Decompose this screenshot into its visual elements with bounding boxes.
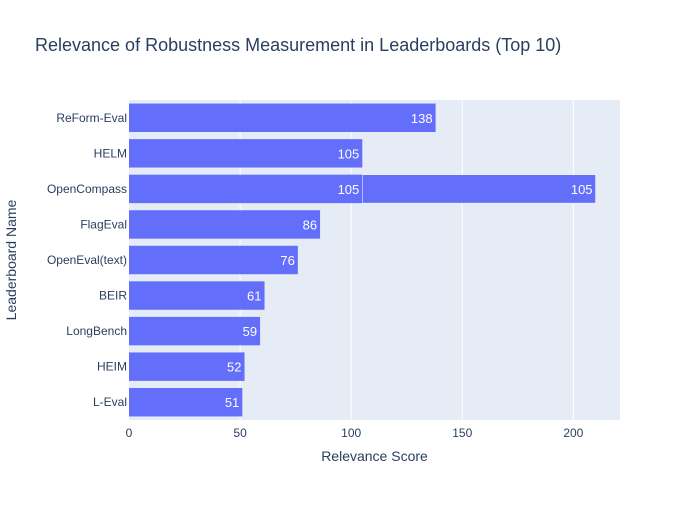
bar — [362, 174, 596, 204]
bar — [129, 174, 363, 204]
bar — [129, 103, 436, 132]
y-tick-label: L-Eval — [93, 395, 127, 409]
x-tick-label: 50 — [233, 426, 247, 440]
y-axis-title: Leaderboard Name — [3, 199, 19, 320]
x-tick-label: 100 — [341, 426, 361, 440]
bar — [129, 139, 363, 168]
bar — [129, 210, 321, 239]
bar — [129, 245, 298, 275]
x-tick-label: 150 — [452, 426, 472, 440]
bars: 138 105 105 105 86 76 61 59 52 51 — [129, 103, 596, 417]
bar-value-label: 76 — [280, 253, 294, 268]
y-tick-label: OpenCompass — [47, 182, 127, 196]
x-axis-title: Relevance Score — [321, 448, 428, 464]
bar-value-label: 105 — [338, 182, 360, 197]
y-tick-label: BEIR — [99, 289, 127, 303]
bar-value-label: 52 — [227, 360, 241, 375]
y-tick-label: OpenEval(text) — [47, 253, 127, 267]
bar-value-label: 61 — [247, 289, 261, 304]
y-tick-label: ReForm-Eval — [56, 111, 127, 125]
x-tick-label: 0 — [126, 426, 133, 440]
chart-title: Relevance of Robustness Measurement in L… — [35, 35, 561, 55]
y-tick-label: LongBench — [66, 324, 127, 338]
x-tick-label: 200 — [563, 426, 583, 440]
bar-value-label: 59 — [243, 324, 257, 339]
bar-value-label: 51 — [225, 395, 239, 410]
bar — [129, 316, 261, 346]
bar — [129, 281, 265, 310]
bar-value-label: 138 — [411, 111, 433, 126]
x-axis-ticks: 0 50 100 150 200 — [126, 426, 584, 440]
bar-value-label: 105 — [338, 146, 360, 161]
y-axis-ticks: ReForm-Eval HELM OpenCompass FlagEval OpenEv… — [47, 111, 127, 409]
y-tick-label: HELM — [94, 146, 127, 160]
bar-value-label: 86 — [303, 217, 317, 232]
bar-value-label: 105 — [571, 182, 593, 197]
y-tick-label: FlagEval — [80, 217, 127, 231]
bar — [129, 388, 243, 417]
bar — [129, 352, 245, 381]
y-tick-label: HEIM — [97, 360, 127, 374]
